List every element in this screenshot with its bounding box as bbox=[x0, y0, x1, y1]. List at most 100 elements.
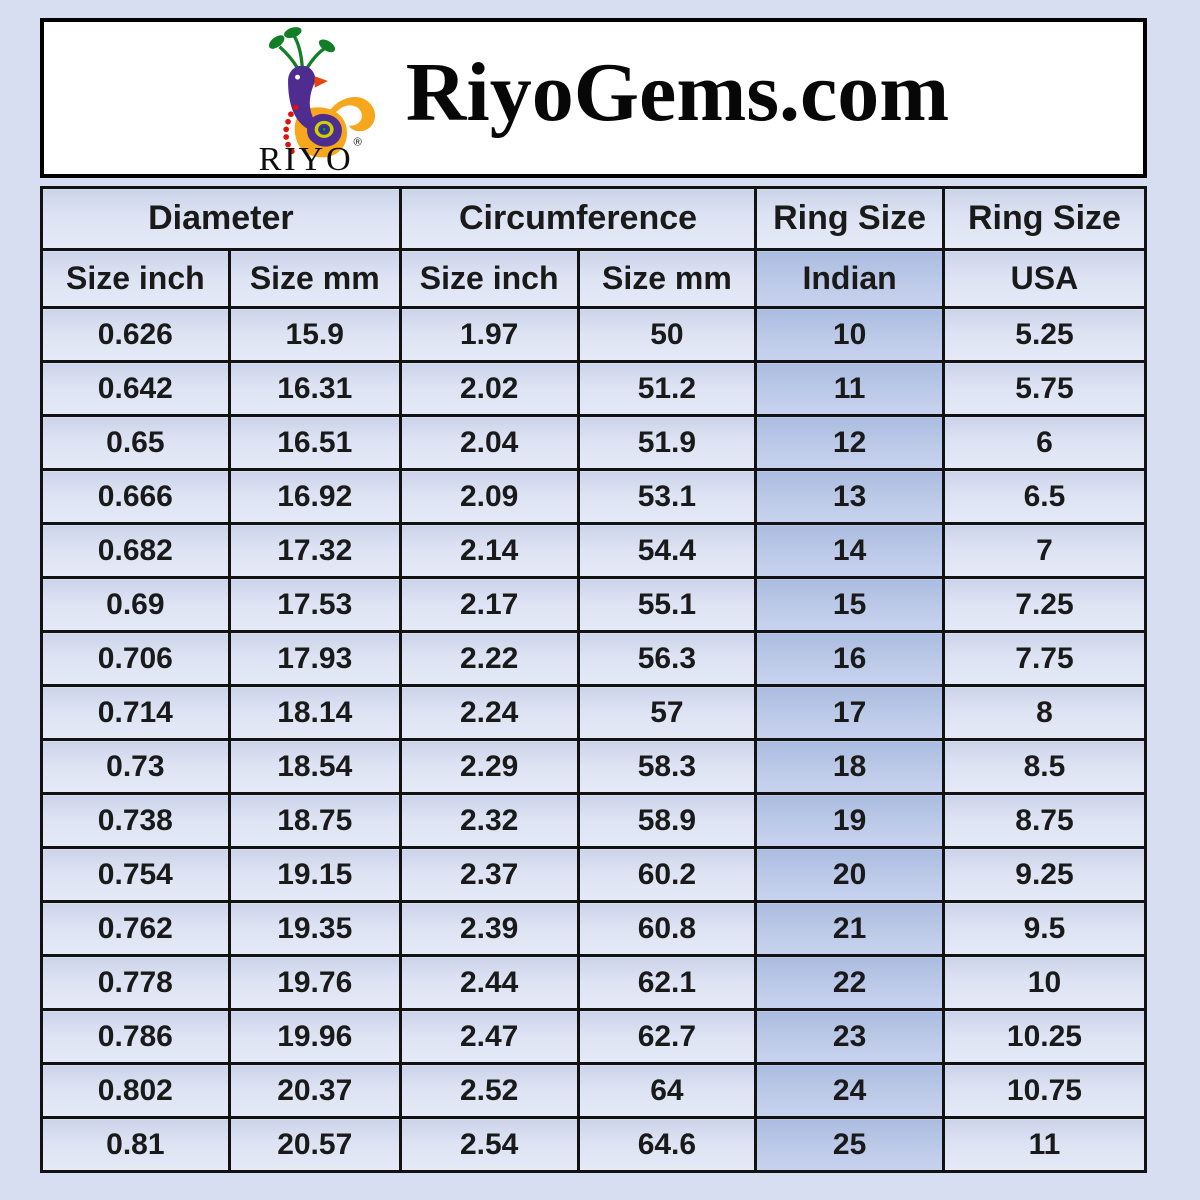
cell: 5.75 bbox=[941, 360, 1148, 417]
cell: 1.97 bbox=[398, 306, 580, 363]
cell: 53.1 bbox=[576, 468, 758, 525]
col-header-circumference-inch: Size inch bbox=[398, 248, 580, 309]
cell: 12 bbox=[754, 414, 945, 471]
cell: 10 bbox=[941, 954, 1148, 1011]
cell: 18.75 bbox=[227, 792, 402, 849]
cell: 56.3 bbox=[576, 630, 758, 687]
cell: 9.25 bbox=[941, 846, 1148, 903]
col-header-usa: USA bbox=[941, 248, 1148, 309]
cell: 0.802 bbox=[40, 1062, 231, 1119]
cell: 10 bbox=[754, 306, 945, 363]
cell: 7.75 bbox=[941, 630, 1148, 687]
cell: 0.682 bbox=[40, 522, 231, 579]
cell: 0.762 bbox=[40, 900, 231, 957]
col-header-diameter-mm: Size mm bbox=[227, 248, 402, 309]
cell: 17.32 bbox=[227, 522, 402, 579]
cell: 2.04 bbox=[398, 414, 580, 471]
cell: 2.14 bbox=[398, 522, 580, 579]
cell: 0.754 bbox=[40, 846, 231, 903]
cell: 23 bbox=[754, 1008, 945, 1065]
cell: 0.642 bbox=[40, 360, 231, 417]
cell: 22 bbox=[754, 954, 945, 1011]
cell: 14 bbox=[754, 522, 945, 579]
red-dots bbox=[283, 104, 299, 155]
beak bbox=[314, 76, 328, 88]
cell: 0.69 bbox=[40, 576, 231, 633]
cell: 0.81 bbox=[40, 1116, 231, 1173]
cell: 16.31 bbox=[227, 360, 402, 417]
brand-header: RIYO ® RiyoGems.com bbox=[40, 18, 1147, 178]
registered-mark: ® bbox=[353, 137, 362, 149]
eye bbox=[294, 74, 300, 80]
cell: 2.22 bbox=[398, 630, 580, 687]
cell: 54.4 bbox=[576, 522, 758, 579]
cell: 16.92 bbox=[227, 468, 402, 525]
cell: 0.706 bbox=[40, 630, 231, 687]
cell: 2.17 bbox=[398, 576, 580, 633]
cell: 64.6 bbox=[576, 1116, 758, 1173]
cell: 2.39 bbox=[398, 900, 580, 957]
cell: 60.8 bbox=[576, 900, 758, 957]
cell: 11 bbox=[754, 360, 945, 417]
table-row: 0.682 17.32 2.14 54.4 14 7 bbox=[40, 522, 1148, 579]
cell: 19.15 bbox=[227, 846, 402, 903]
peacock-icon: RIYO ® bbox=[258, 27, 375, 178]
table-row: 0.81 20.57 2.54 64.6 25 11 bbox=[40, 1116, 1148, 1173]
cell: 2.47 bbox=[398, 1008, 580, 1065]
cell: 8.5 bbox=[941, 738, 1148, 795]
cell: 58.9 bbox=[576, 792, 758, 849]
cell: 15 bbox=[754, 576, 945, 633]
cell: 0.666 bbox=[40, 468, 231, 525]
cell: 20.37 bbox=[227, 1062, 402, 1119]
cell: 51.2 bbox=[576, 360, 758, 417]
table-row: 0.666 16.92 2.09 53.1 13 6.5 bbox=[40, 468, 1148, 525]
cell: 17 bbox=[754, 684, 945, 741]
cell: 18 bbox=[754, 738, 945, 795]
cell: 18.14 bbox=[227, 684, 402, 741]
col-header-indian: Indian bbox=[754, 248, 945, 309]
cell: 58.3 bbox=[576, 738, 758, 795]
riyo-logo: RIYO ® bbox=[238, 24, 378, 178]
table-row: 0.754 19.15 2.37 60.2 20 9.25 bbox=[40, 846, 1148, 903]
cell: 7.25 bbox=[941, 576, 1148, 633]
cell: 62.1 bbox=[576, 954, 758, 1011]
cell: 0.778 bbox=[40, 954, 231, 1011]
table-row: 0.642 16.31 2.02 51.2 11 5.75 bbox=[40, 360, 1148, 417]
table-row: 0.802 20.37 2.52 64 24 10.75 bbox=[40, 1062, 1148, 1119]
cell: 2.44 bbox=[398, 954, 580, 1011]
cell: 25 bbox=[754, 1116, 945, 1173]
cell: 6.5 bbox=[941, 468, 1148, 525]
cell: 2.32 bbox=[398, 792, 580, 849]
cell: 21 bbox=[754, 900, 945, 957]
site-title: RiyoGems.com bbox=[405, 46, 950, 139]
group-header-diameter: Diameter bbox=[40, 186, 402, 251]
cell: 2.52 bbox=[398, 1062, 580, 1119]
cell: 57 bbox=[576, 684, 758, 741]
group-header-ring-size-indian: Ring Size bbox=[754, 186, 945, 251]
tail-curl bbox=[326, 96, 375, 132]
table-row: 0.69 17.53 2.17 55.1 15 7.25 bbox=[40, 576, 1148, 633]
cell: 17.53 bbox=[227, 576, 402, 633]
cell: 20.57 bbox=[227, 1116, 402, 1173]
cell: 19.35 bbox=[227, 900, 402, 957]
cell: 11 bbox=[941, 1116, 1148, 1173]
cell: 19 bbox=[754, 792, 945, 849]
riyo-wordmark: RIYO bbox=[258, 141, 353, 174]
cell: 24 bbox=[754, 1062, 945, 1119]
cell: 10.75 bbox=[941, 1062, 1148, 1119]
cell: 50 bbox=[576, 306, 758, 363]
cell: 5.25 bbox=[941, 306, 1148, 363]
cell: 64 bbox=[576, 1062, 758, 1119]
table-row: 0.714 18.14 2.24 57 17 8 bbox=[40, 684, 1148, 741]
cell: 16 bbox=[754, 630, 945, 687]
table-row: 0.73 18.54 2.29 58.3 18 8.5 bbox=[40, 738, 1148, 795]
cell: 19.96 bbox=[227, 1008, 402, 1065]
cell: 20 bbox=[754, 846, 945, 903]
table-body: 0.626 15.9 1.97 50 10 5.25 0.642 16.31 2.02 51.2 1… bbox=[40, 306, 1148, 1173]
cell: 6 bbox=[941, 414, 1148, 471]
cell: 19.76 bbox=[227, 954, 402, 1011]
cell: 8 bbox=[941, 684, 1148, 741]
cell: 17.93 bbox=[227, 630, 402, 687]
cell: 62.7 bbox=[576, 1008, 758, 1065]
